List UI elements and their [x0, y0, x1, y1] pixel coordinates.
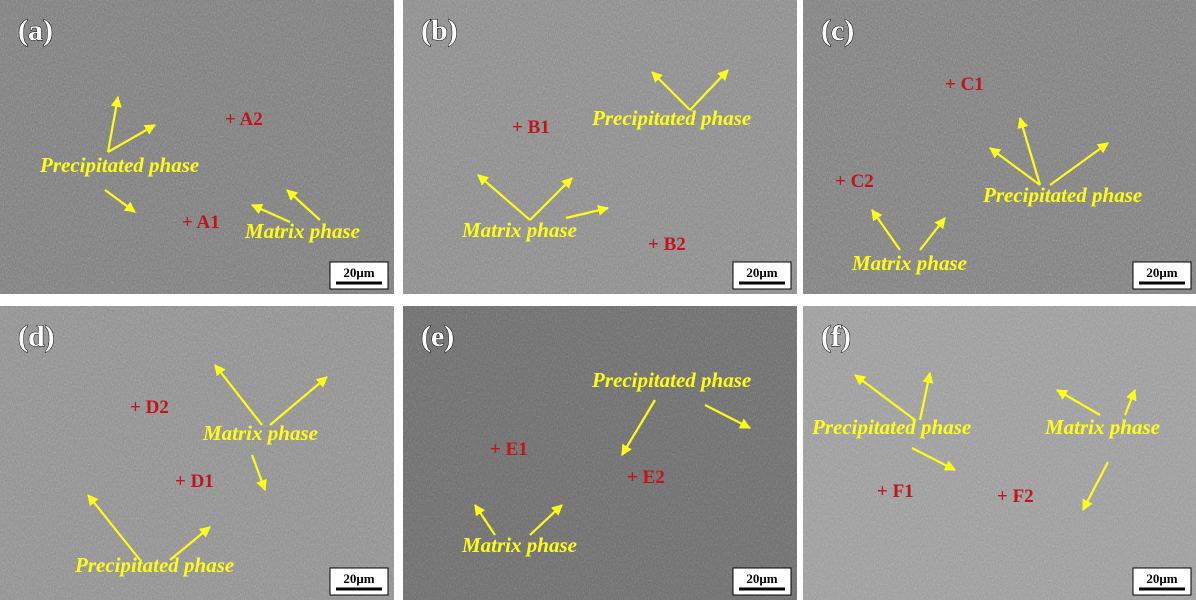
point-marker: + B2: [648, 234, 686, 255]
micrograph-panel: (b) Precipitated phase Matrix phase + B1 + B…: [403, 0, 797, 294]
phase-annotation: Matrix phase: [244, 219, 360, 243]
panel-label: (a): [18, 14, 53, 47]
point-marker: + E2: [627, 467, 665, 488]
panel-label: (e): [421, 320, 454, 353]
phase-annotation: Precipitated phase: [982, 183, 1142, 207]
phase-annotation: Precipitated phase: [591, 106, 751, 130]
phase-annotation: Matrix phase: [202, 421, 318, 445]
phase-annotation: Precipitated phase: [39, 153, 199, 177]
point-marker: + E1: [490, 439, 528, 460]
point-marker: + D2: [130, 397, 169, 418]
phase-annotation: Precipitated phase: [591, 368, 751, 392]
figure: (a) Precipitated phase Matrix phase + A2 + A…: [0, 0, 1196, 600]
micrograph-panel: (a) Precipitated phase Matrix phase + A2 + A…: [0, 0, 394, 294]
micrograph-texture: [803, 0, 1196, 294]
point-marker: + F2: [997, 486, 1034, 507]
point-marker: + A1: [182, 212, 220, 233]
phase-annotation: Matrix phase: [1044, 415, 1160, 439]
micrograph-texture: [403, 0, 797, 294]
point-marker: + C2: [835, 171, 874, 192]
micrograph-panel: (e) Precipitated phase Matrix phase + E1 + E…: [403, 306, 797, 600]
scale-bar-label: 20μm: [1146, 571, 1177, 586]
micrograph-texture: [803, 306, 1196, 600]
phase-annotation: Precipitated phase: [74, 553, 234, 577]
scale-bar-label: 20μm: [746, 571, 777, 586]
point-marker: + F1: [877, 481, 914, 502]
point-marker: + D1: [175, 471, 214, 492]
panel-label: (f): [821, 320, 851, 353]
panel-label: (c): [821, 14, 854, 47]
micrograph-panel: (d) Matrix phase Precipitated phase + D2 + D…: [0, 306, 394, 600]
phase-annotation: Matrix phase: [851, 251, 967, 275]
scale-bar-label: 20μm: [746, 265, 777, 280]
scale-bar-label: 20μm: [343, 265, 374, 280]
phase-annotation: Precipitated phase: [811, 415, 971, 439]
micrograph-texture: [0, 0, 394, 294]
point-marker: + A2: [225, 109, 263, 130]
micrograph-panel: (f) Precipitated phase Matrix phase + F1 + F…: [803, 306, 1196, 600]
panel-label: (d): [18, 320, 55, 353]
panel-label: (b): [421, 14, 458, 47]
point-marker: + B1: [512, 117, 550, 138]
phase-annotation: Matrix phase: [461, 218, 577, 242]
micrograph-panel: (c) Precipitated phase Matrix phase + C1 + C…: [803, 0, 1196, 294]
scale-bar-label: 20μm: [1146, 265, 1177, 280]
point-marker: + C1: [945, 74, 984, 95]
phase-annotation: Matrix phase: [461, 533, 577, 557]
scale-bar-label: 20μm: [343, 571, 374, 586]
